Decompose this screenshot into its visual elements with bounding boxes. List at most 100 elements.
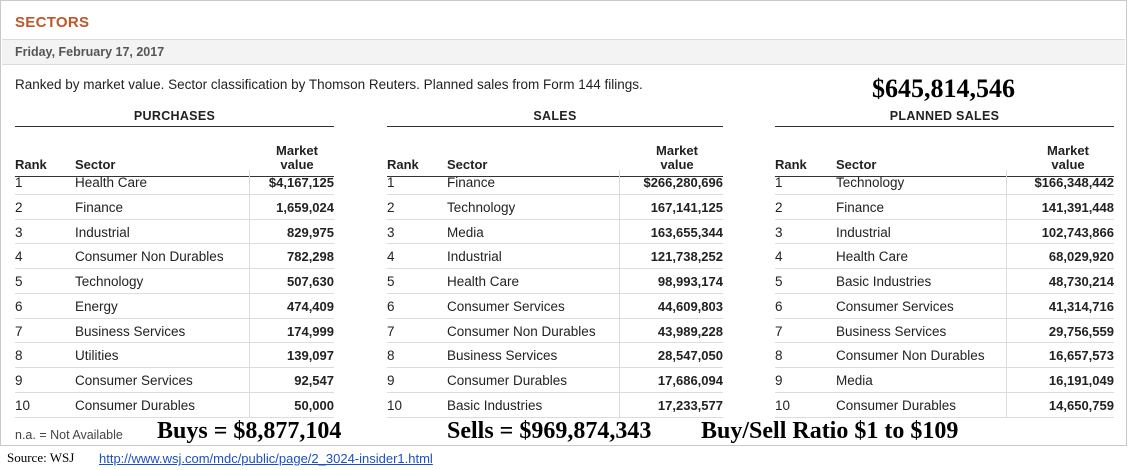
rank-cell: 10: [15, 397, 31, 413]
sector-cell: Technology: [75, 274, 144, 289]
table-row: 3 Media 163,655,344: [387, 220, 723, 245]
rank-cell: 4: [775, 249, 783, 265]
source-link[interactable]: http://www.wsj.com/mdc/public/page/2_302…: [99, 451, 433, 466]
sells-total-annotation: Sells = $969,874,343: [447, 418, 652, 444]
sector-cell: Consumer Services: [836, 298, 954, 314]
sector-cell: Consumer Non Durables: [836, 348, 985, 364]
rank-cell: 3: [775, 224, 783, 240]
sector-cell: Basic Industries: [447, 397, 543, 413]
sector-cell: Consumer Services: [447, 298, 565, 314]
sector-cell: Energy: [75, 298, 118, 314]
table-row: 10 Consumer Durables 14,650,759: [775, 393, 1114, 418]
rank-cell: 7: [15, 323, 23, 339]
rank-cell: 4: [387, 249, 395, 265]
sector-header: Sector: [447, 157, 488, 172]
sector-cell: Health Care: [447, 274, 520, 289]
source-label: Source: WSJ: [7, 450, 75, 465]
sectors-panel: SECTORS Friday, February 17, 2017 Ranked…: [0, 0, 1127, 446]
rank-cell: 4: [15, 249, 23, 265]
sector-cell: Media: [447, 224, 484, 240]
sector-cell: Business Services: [836, 323, 947, 339]
table-row: 4 Consumer Non Durables 782,298: [15, 244, 334, 269]
na-note: n.a. = Not Available: [15, 428, 123, 442]
sector-cell: Technology: [447, 199, 516, 215]
sector-cell: Media: [836, 373, 873, 388]
market-value-cell: 1,659,024: [276, 199, 334, 215]
rank-cell: 9: [15, 373, 23, 388]
table-row: 2 Finance 1,659,024: [15, 195, 334, 220]
rank-header: Rank: [15, 157, 47, 172]
table-row: 10 Consumer Durables 50,000: [15, 393, 334, 418]
market-value-cell: 782,298: [287, 249, 334, 265]
sector-cell: Health Care: [836, 249, 909, 265]
table-row: 8 Business Services 28,547,050: [387, 343, 723, 368]
sector-cell: Consumer Durables: [447, 373, 568, 388]
table-row: 2 Finance 141,391,448: [775, 195, 1114, 220]
sector-cell: Finance: [75, 199, 124, 215]
table-row: 4 Industrial 121,738,252: [387, 244, 723, 269]
rank-cell: 1: [775, 175, 783, 190]
rank-cell: 10: [775, 397, 791, 413]
table-row: 4 Health Care 68,029,920: [775, 244, 1114, 269]
buys-total-annotation: Buys = $8,877,104: [157, 418, 342, 444]
rank-cell: 2: [775, 199, 783, 215]
purchases-title: PURCHASES: [15, 109, 334, 127]
rank-cell: 9: [387, 373, 395, 388]
sector-cell: Finance: [447, 175, 496, 190]
rank-cell: 3: [387, 224, 395, 240]
table-row: 3 Industrial 102,743,866: [775, 220, 1114, 245]
market-value-cell: 163,655,344: [650, 224, 723, 240]
market-value-cell: 102,743,866: [1041, 224, 1114, 240]
table-row: 10 Basic Industries 17,233,577: [387, 393, 723, 418]
planned-sales-header-row: Rank Sector Market value: [775, 135, 1114, 177]
column-divider: [1006, 170, 1007, 418]
sales-title: SALES: [387, 109, 723, 127]
table-row: 1 Finance $266,280,696: [387, 170, 723, 195]
table-row: 2 Technology 167,141,125: [387, 195, 723, 220]
sector-header: Sector: [836, 157, 877, 172]
rank-cell: 2: [15, 199, 23, 215]
table-row: 7 Business Services 29,756,559: [775, 319, 1114, 344]
rank-cell: 2: [387, 199, 395, 215]
buy-sell-ratio-annotation: Buy/Sell Ratio $1 to $109: [701, 418, 959, 444]
sector-cell: Industrial: [447, 249, 502, 265]
rank-cell: 7: [387, 323, 395, 339]
rank-cell: 9: [775, 373, 783, 388]
sales-header-row: Rank Sector Market value: [387, 135, 723, 177]
date-band: Friday, February 17, 2017: [2, 40, 1125, 65]
market-value-cell: 44,609,803: [657, 298, 723, 314]
table-row: 8 Consumer Non Durables 16,657,573: [775, 343, 1114, 368]
table-row: 5 Basic Industries 48,730,214: [775, 269, 1114, 294]
page-title: SECTORS: [15, 14, 90, 31]
market-value-header: Market value: [656, 143, 698, 172]
sector-cell: Business Services: [447, 348, 558, 364]
market-value-cell: 41,314,716: [1048, 298, 1114, 314]
sector-cell: Consumer Non Durables: [447, 323, 596, 339]
sector-cell: Consumer Non Durables: [75, 249, 224, 265]
market-value-cell: 829,975: [287, 224, 334, 240]
purchases-rows: 1 Health Care $4,167,125 2 Finance 1,659,024 3…: [15, 170, 334, 418]
rank-cell: 8: [775, 348, 783, 364]
market-value-header: Market value: [1047, 143, 1089, 172]
rank-header: Rank: [387, 157, 419, 172]
sector-header: Sector: [75, 157, 116, 172]
sector-cell: Consumer Durables: [75, 397, 196, 413]
market-value-cell: 474,409: [287, 298, 334, 314]
market-value-cell: 92,547: [294, 373, 334, 388]
table-row: 1 Technology $166,348,442: [775, 170, 1114, 195]
sales-rows: 1 Finance $266,280,696 2 Technology 167,141,1…: [387, 170, 723, 418]
table-row: 9 Consumer Services 92,547: [15, 368, 334, 393]
market-value-cell: 121,738,252: [650, 249, 723, 265]
market-value-cell: 16,657,573: [1048, 348, 1114, 364]
table-row: 3 Industrial 829,975: [15, 220, 334, 245]
rank-header: Rank: [775, 157, 807, 172]
planned-sales-rows: 1 Technology $166,348,442 2 Finance 141,391,4…: [775, 170, 1114, 418]
sector-cell: Finance: [836, 199, 885, 215]
market-value-cell: 17,686,094: [657, 373, 723, 388]
table-row: 8 Utilities 139,097: [15, 343, 334, 368]
column-divider: [619, 170, 620, 418]
table-row: 7 Consumer Non Durables 43,989,228: [387, 319, 723, 344]
sector-cell: Consumer Services: [75, 373, 193, 388]
rank-cell: 6: [387, 298, 395, 314]
description-text: Ranked by market value. Sector classific…: [15, 77, 643, 92]
